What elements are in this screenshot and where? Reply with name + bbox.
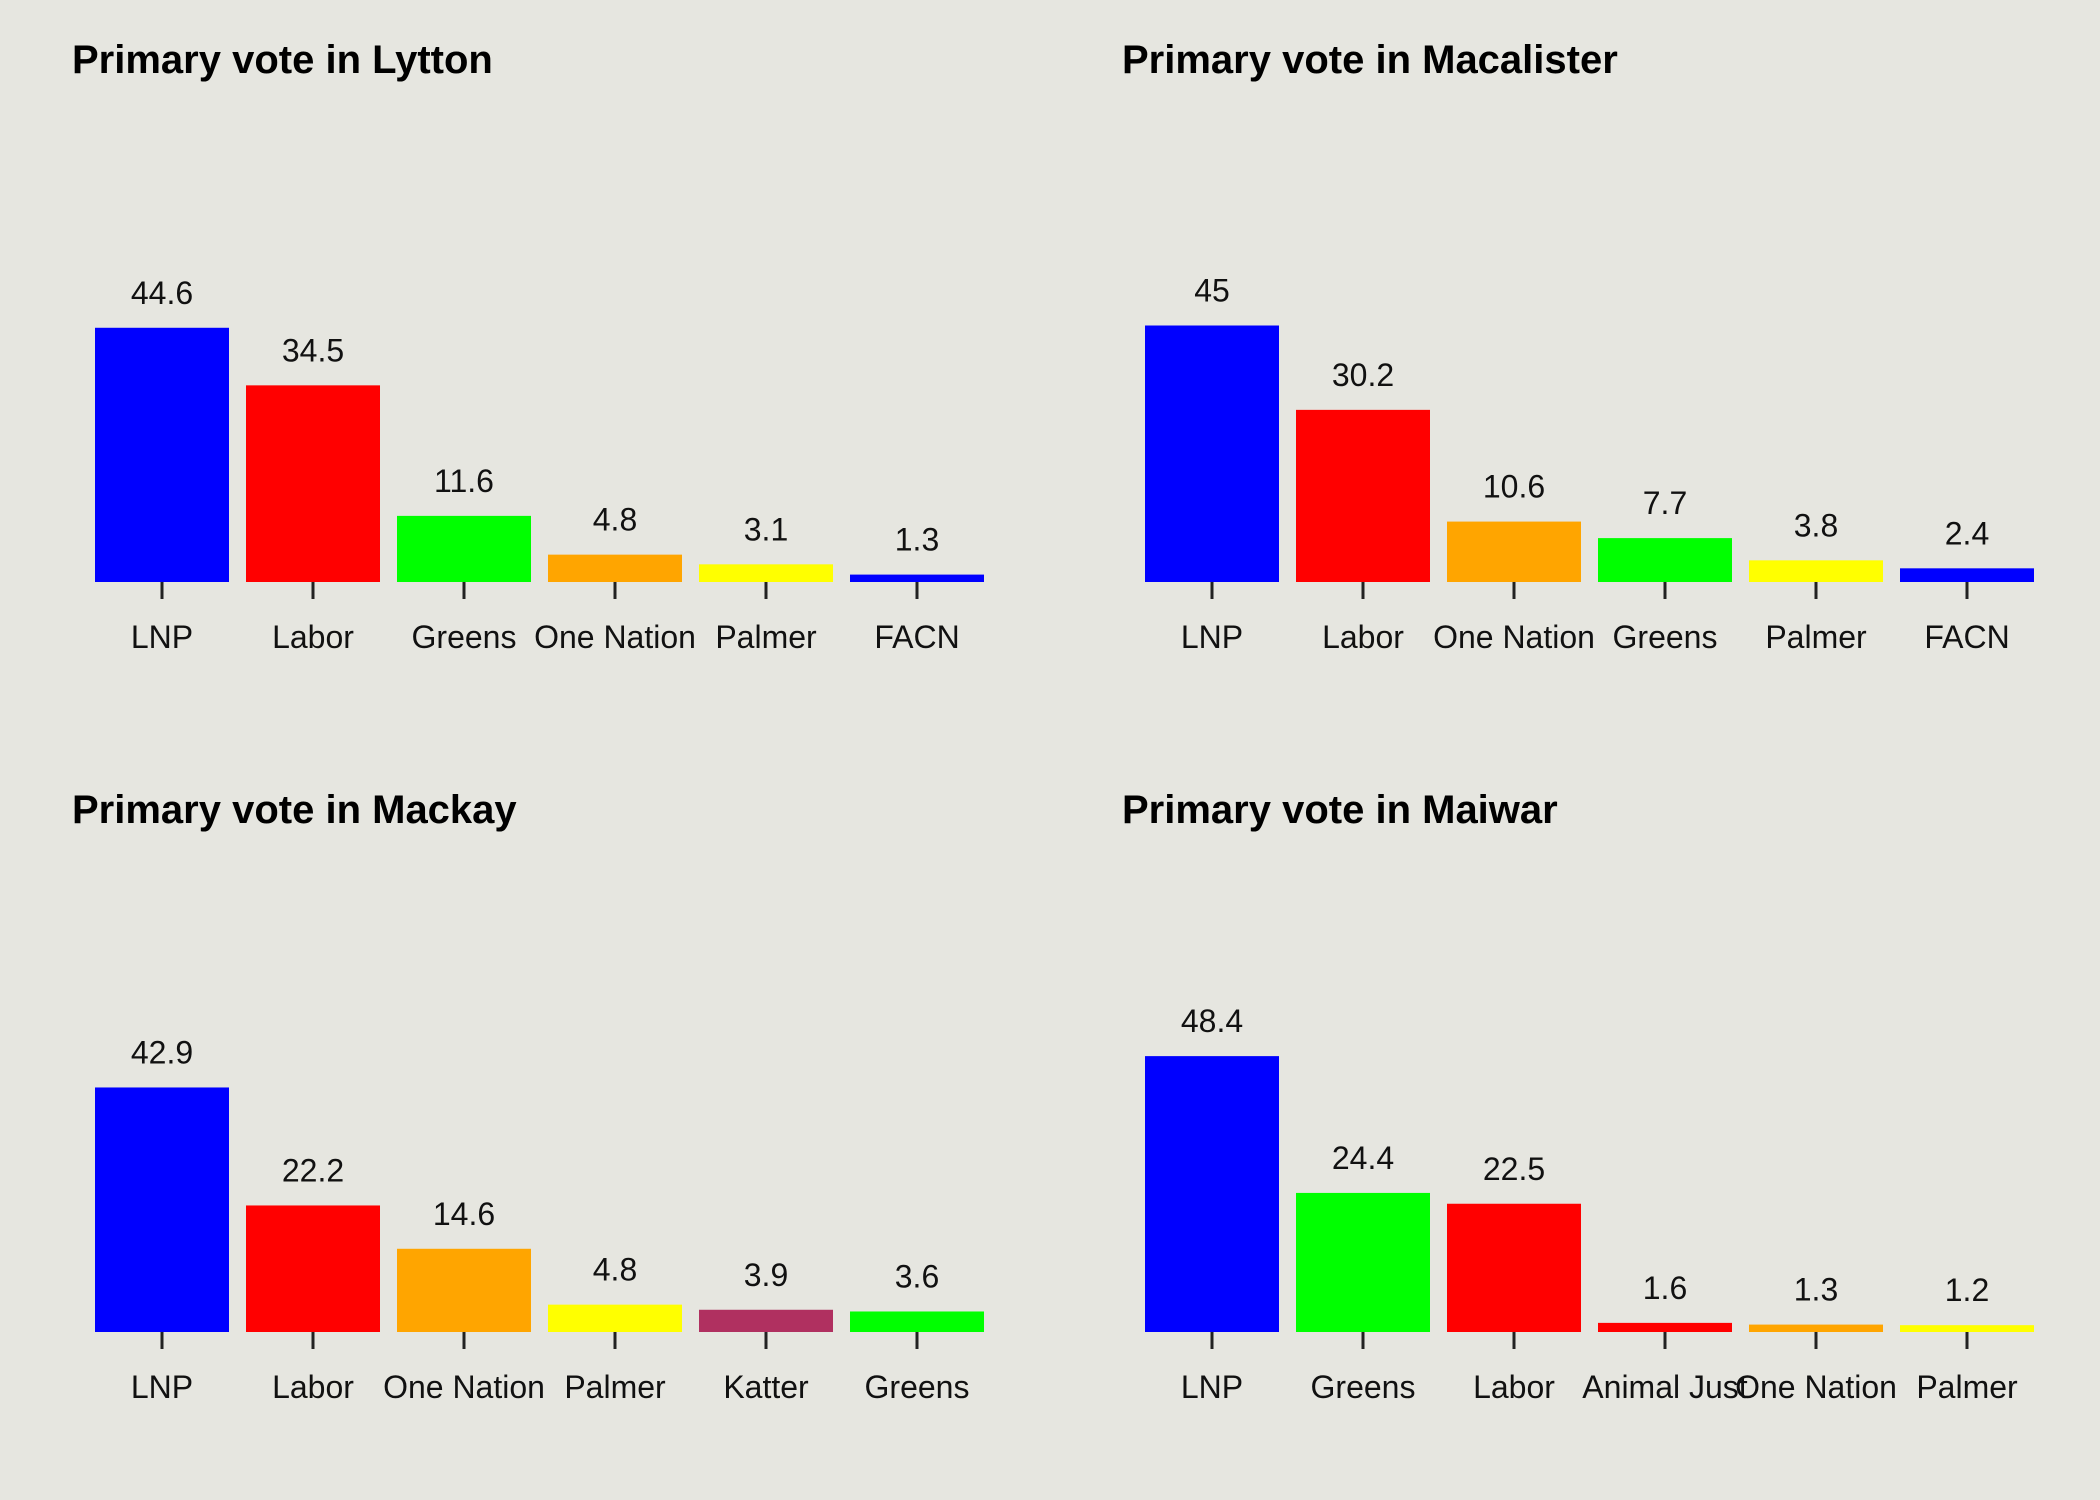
x-tick-label: Greens <box>865 1369 970 1405</box>
bar-palmer <box>699 564 833 582</box>
x-tick-label: LNP <box>131 1369 193 1405</box>
x-tick-label: Palmer <box>715 619 817 655</box>
x-tick-label: One Nation <box>383 1369 545 1405</box>
x-tick-label: One Nation <box>1433 619 1595 655</box>
chart-title: Primary vote in Mackay <box>72 788 517 832</box>
bar-one-nation <box>548 554 682 582</box>
data-label: 44.6 <box>131 275 193 311</box>
x-tick-label: One Nation <box>1735 1369 1897 1405</box>
data-label: 3.9 <box>744 1257 788 1293</box>
bar-labor <box>1447 1203 1581 1332</box>
data-label: 4.8 <box>593 502 637 538</box>
data-label: 3.8 <box>1794 507 1838 543</box>
bar-labor <box>1296 409 1430 582</box>
data-label: 22.5 <box>1483 1151 1545 1187</box>
data-label: 22.2 <box>282 1152 344 1188</box>
data-label: 34.5 <box>282 332 344 368</box>
x-tick-label: Labor <box>272 1369 354 1405</box>
data-label: 1.2 <box>1945 1272 1989 1308</box>
data-label: 3.1 <box>744 511 788 547</box>
data-label: 2.4 <box>1945 515 1989 551</box>
chart-panel-maiwar: Primary vote in Maiwar 48.4 LNP 24.4 Greens… <box>1050 750 2100 1500</box>
x-tick-label: Greens <box>412 619 517 655</box>
x-tick-label: Greens <box>1311 1369 1416 1405</box>
bar-labor <box>246 385 380 582</box>
bar-greens <box>1598 538 1732 582</box>
bar-lnp <box>95 327 229 582</box>
chart-plot: 44.6 LNP 34.5 Labor 11.6 Greens 4.8 One Nation 3… <box>95 275 984 655</box>
chart-plot: 42.9 LNP 22.2 Labor 14.6 One Nation 4.8 Palmer 3… <box>95 1034 984 1405</box>
x-tick-label: LNP <box>1181 1369 1243 1405</box>
x-tick-label: Palmer <box>1765 619 1867 655</box>
bar-palmer <box>1900 1325 2034 1332</box>
chart-title: Primary vote in Maiwar <box>1122 788 1558 832</box>
x-tick-label: Animal Just <box>1582 1369 1748 1405</box>
chart-plot: 48.4 LNP 24.4 Greens 22.5 Labor 1.6 Animal Just… <box>1145 1003 2034 1405</box>
x-tick-label: Palmer <box>564 1369 666 1405</box>
x-tick-label: Labor <box>1473 1369 1555 1405</box>
x-tick-label: Palmer <box>1916 1369 2018 1405</box>
data-label: 1.3 <box>1794 1272 1838 1308</box>
bar-greens <box>850 1311 984 1332</box>
chart-title: Primary vote in Macalister <box>1122 38 1618 82</box>
data-label: 42.9 <box>131 1034 193 1070</box>
x-tick-label: One Nation <box>534 619 696 655</box>
data-label: 45 <box>1194 273 1230 309</box>
bar-lnp <box>95 1087 229 1332</box>
bar-greens <box>1296 1192 1430 1332</box>
chart-plot: 45 LNP 30.2 Labor 10.6 One Nation 7.7 Greens 3.8… <box>1145 273 2034 655</box>
bar-lnp <box>1145 325 1279 582</box>
bar-animal-just <box>1598 1322 1732 1332</box>
bar-one-nation <box>1749 1324 1883 1332</box>
data-label: 24.4 <box>1332 1140 1394 1176</box>
data-label: 3.6 <box>895 1258 939 1294</box>
bar-one-nation <box>397 1248 531 1332</box>
bar-one-nation <box>1447 521 1581 582</box>
bar-palmer <box>548 1304 682 1332</box>
x-tick-label: Greens <box>1613 619 1718 655</box>
bar-labor <box>246 1205 380 1332</box>
data-label: 48.4 <box>1181 1003 1243 1039</box>
x-tick-label: Katter <box>723 1369 809 1405</box>
bar-facn <box>1900 568 2034 582</box>
chart-title: Primary vote in Lytton <box>72 38 493 82</box>
x-tick-label: Labor <box>272 619 354 655</box>
data-label: 4.8 <box>593 1252 637 1288</box>
data-label: 14.6 <box>433 1196 495 1232</box>
x-tick-label: LNP <box>131 619 193 655</box>
data-label: 11.6 <box>434 463 494 499</box>
data-label: 7.7 <box>1643 485 1687 521</box>
bar-katter <box>699 1309 833 1332</box>
x-tick-label: FACN <box>1924 619 2009 655</box>
data-label: 10.6 <box>1483 469 1545 505</box>
chart-panel-lytton: Primary vote in Lytton 44.6 LNP 34.5 Labor 1… <box>0 0 1050 750</box>
chart-panel-mackay: Primary vote in Mackay 42.9 LNP 22.2 Labor 1… <box>0 750 1050 1500</box>
chart-panel-macalister: Primary vote in Macalister 45 LNP 30.2 Labo… <box>1050 0 2100 750</box>
bar-palmer <box>1749 560 1883 582</box>
x-tick-label: LNP <box>1181 619 1243 655</box>
data-label: 30.2 <box>1332 357 1394 393</box>
x-tick-label: FACN <box>874 619 959 655</box>
bar-lnp <box>1145 1056 1279 1332</box>
data-label: 1.3 <box>895 522 939 558</box>
data-label: 1.6 <box>1643 1270 1687 1306</box>
bar-facn <box>850 574 984 582</box>
x-tick-label: Labor <box>1322 619 1404 655</box>
bar-greens <box>397 515 531 582</box>
